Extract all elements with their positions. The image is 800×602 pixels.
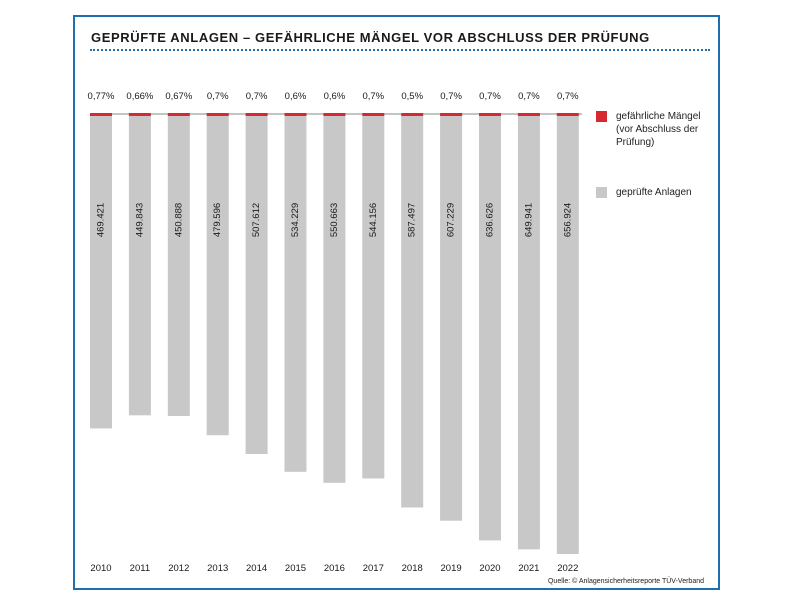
data-label-defects: 0,67% [165, 91, 192, 102]
bar-inspected-2021 [517, 114, 540, 550]
bar-defects-2022 [556, 113, 579, 116]
data-label-defects: 0,6% [324, 91, 346, 102]
bar-inspected-2017 [362, 114, 385, 479]
bar-inspected-2014 [245, 114, 268, 454]
data-label-defects: 0,7% [440, 91, 462, 102]
data-label-defects: 0,6% [285, 91, 307, 102]
data-label-defects: 0,7% [479, 91, 501, 102]
data-label-defects: 0,7% [362, 91, 384, 102]
bar-inspected-2010 [90, 114, 112, 429]
x-tick-label: 2020 [479, 563, 500, 574]
legend-label-inspected: geprüfte Anlagen [616, 187, 692, 198]
data-label-inspected: 607.229 [446, 203, 457, 237]
bar-defects-2013 [206, 113, 229, 116]
legend-swatch-inspected [596, 187, 607, 198]
data-label-defects: 0,66% [126, 91, 153, 102]
data-label-inspected: 649.941 [523, 203, 534, 237]
bar-defects-2015 [284, 113, 307, 116]
bar-defects-2017 [362, 113, 385, 116]
bar-inspected-2012 [167, 114, 190, 416]
bar-defects-2016 [323, 113, 346, 116]
bar-inspected-2015 [284, 114, 307, 472]
legend-label-defects: gefährliche Mängel (vor Abschluss der Pr… [616, 111, 701, 148]
x-tick-label: 2010 [90, 563, 111, 574]
x-tick-label: 2021 [518, 563, 539, 574]
bar-inspected-2013 [206, 114, 229, 436]
legend-swatch-defects [596, 111, 607, 122]
data-label-inspected: 636.626 [485, 203, 496, 237]
x-tick-label: 2012 [168, 563, 189, 574]
bar-inspected-2011 [128, 114, 151, 416]
bar-defects-2010 [90, 113, 112, 116]
bar-inspected-2022 [556, 114, 579, 554]
data-label-inspected: 534.229 [290, 203, 301, 237]
legend-item-inspected: geprüfte Anlagen [596, 186, 716, 199]
x-tick-label: 2016 [324, 563, 345, 574]
legend-item-defects: gefährliche Mängel (vor Abschluss der Pr… [596, 110, 716, 149]
x-tick-label: 2022 [557, 563, 578, 574]
data-label-defects: 0,77% [88, 91, 115, 102]
source-note: Quelle: © Anlagensicherheitsreporte TÜV-… [547, 578, 704, 585]
x-tick-label: 2019 [441, 563, 462, 574]
data-label-inspected: 449.843 [134, 203, 145, 237]
x-tick-label: 2014 [246, 563, 267, 574]
chart-title: GEPRÜFTE ANLAGEN – GEFÄHRLICHE MÄNGEL VO… [91, 30, 650, 45]
data-label-inspected: 550.663 [329, 203, 340, 237]
bar-inspected-2016 [323, 114, 346, 483]
x-tick-label: 2018 [402, 563, 423, 574]
bar-inspected-2019 [440, 114, 463, 521]
x-tick-label: 2015 [285, 563, 306, 574]
x-tick-label: 2013 [207, 563, 228, 574]
bar-defects-2014 [245, 113, 268, 116]
bar-defects-2021 [517, 113, 540, 116]
bar-defects-2018 [401, 113, 424, 116]
data-label-defects: 0,5% [401, 91, 423, 102]
data-label-inspected: 507.612 [251, 203, 262, 237]
bar-defects-2020 [479, 113, 501, 116]
data-label-inspected: 587.497 [407, 203, 418, 237]
bar-inspected-2018 [401, 114, 424, 508]
data-label-defects: 0,7% [518, 91, 540, 102]
bar-inspected-2020 [479, 114, 501, 541]
data-label-inspected: 544.156 [368, 203, 379, 237]
data-label-inspected: 479.596 [212, 203, 223, 237]
bar-defects-2011 [128, 113, 151, 116]
data-label-inspected: 656.924 [562, 203, 573, 237]
bar-defects-2012 [167, 113, 190, 116]
data-label-defects: 0,7% [557, 91, 579, 102]
x-tick-label: 2017 [363, 563, 384, 574]
data-label-inspected: 469.421 [96, 203, 107, 237]
data-label-defects: 0,7% [246, 91, 268, 102]
data-label-defects: 0,7% [207, 91, 229, 102]
title-divider [90, 49, 710, 51]
bar-defects-2019 [440, 113, 463, 116]
x-tick-label: 2011 [130, 563, 150, 574]
data-label-inspected: 450.888 [173, 203, 184, 237]
